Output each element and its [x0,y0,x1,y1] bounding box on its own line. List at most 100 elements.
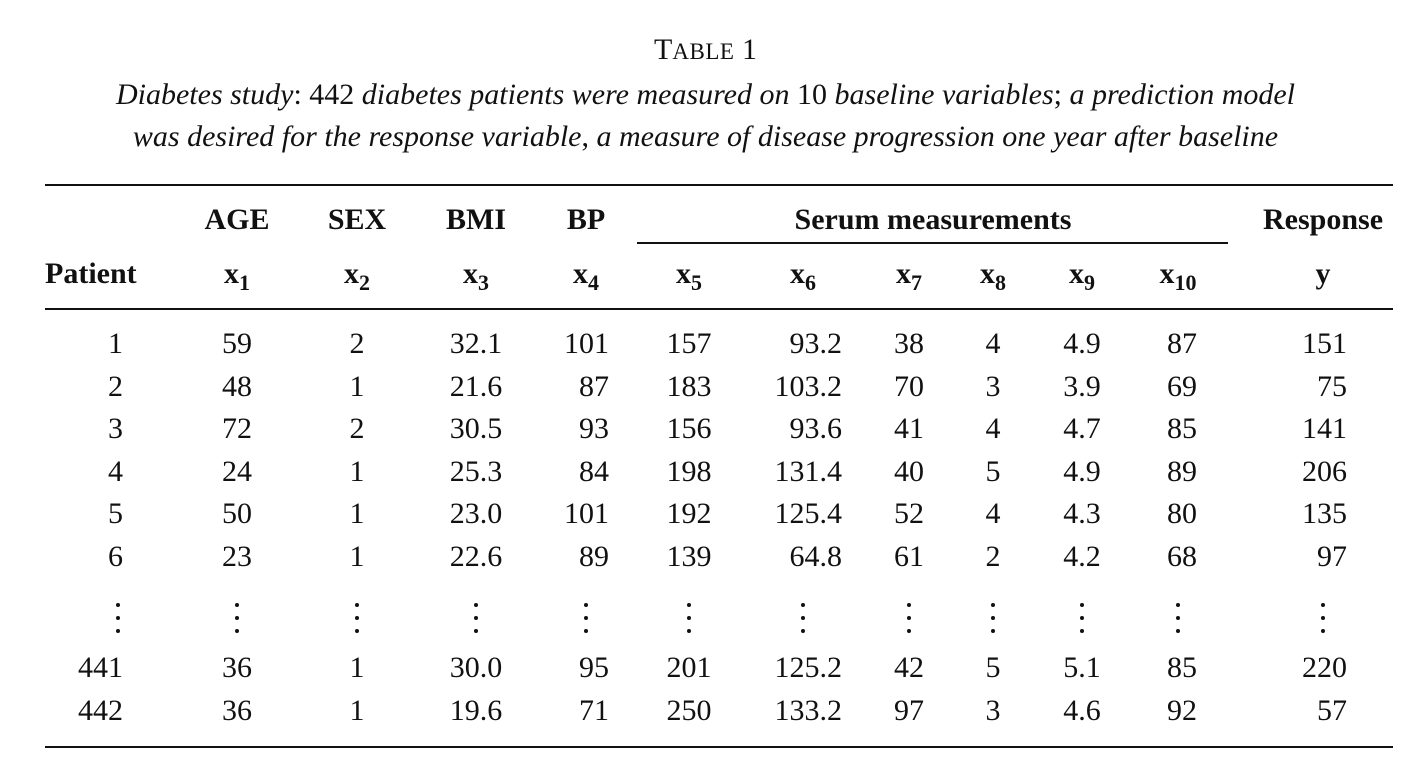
table-cell: 64.8 [790,539,843,575]
table-cell: 75 [1317,369,1347,405]
table-cell: 441 [78,650,123,686]
table-cell: 87 [1167,326,1197,362]
table-cell: 101 [564,496,609,532]
table-cell: 141 [1302,411,1347,447]
table-cell: 30.0 [450,650,503,686]
caption-mid-1: diabetes patients were measured on [362,78,790,111]
serum-rule [637,242,1228,244]
table-cell: 42 [894,650,924,686]
table-cell: 125.2 [775,650,843,686]
symbol-x3: x3 [463,256,489,292]
table-cell: 95 [579,650,609,686]
symbol-x7: x7 [896,256,922,292]
table-cell: 97 [894,693,924,729]
top-rule [45,184,1393,186]
table-cell: 2 [986,539,1001,575]
table-cell: 125.4 [775,496,843,532]
table-cell: 103.2 [775,369,843,405]
table-cell: 23.0 [450,496,503,532]
table-cell: 131.4 [775,454,843,490]
symbol-x9: x9 [1069,256,1095,292]
table-cell: 1 [350,496,365,532]
symbol-y: y [1316,256,1331,292]
vertical-ellipsis [232,603,242,642]
table-cell: 22.6 [450,539,503,575]
table-cell: 36 [222,650,252,686]
bottom-rule [45,746,1393,748]
table-cell: 89 [579,539,609,575]
table-cell: 50 [222,496,252,532]
caption-sep-1: : 442 [293,78,361,111]
table-caption: Diabetes study: 442 diabetes patients we… [0,74,1411,158]
table-cell: 71 [579,693,609,729]
table-cell: 220 [1302,650,1347,686]
table-cell: 93 [579,411,609,447]
caption-sep-2: ; [1054,78,1070,111]
vertical-ellipsis [581,603,591,642]
vertical-ellipsis [1173,603,1183,642]
caption-mid-2: baseline variables [835,78,1054,111]
symbol-x1: x1 [224,256,250,292]
vertical-ellipsis [798,603,808,642]
table-cell: 3.9 [1063,369,1101,405]
caption-num: 10 [790,78,835,111]
table-cell: 3 [986,693,1001,729]
table-cell: 3 [108,411,123,447]
table-cell: 32.1 [450,326,503,362]
table-cell: 139 [667,539,712,575]
title-initial: T [654,33,672,66]
table-cell: 24 [222,454,252,490]
vertical-ellipsis [352,603,362,642]
table-cell: 4.6 [1063,693,1101,729]
table-cell: 23 [222,539,252,575]
symbol-x8: x8 [980,256,1006,292]
symbol-x6: x6 [790,256,816,292]
table-cell: 19.6 [450,693,503,729]
table-cell: 69 [1167,369,1197,405]
table-title: TABLE 1 [0,30,1411,72]
table-cell: 1 [350,454,365,490]
table-cell: 198 [667,454,712,490]
title-rest: ABLE [672,39,734,64]
table-cell: 6 [108,539,123,575]
table-cell: 4 [986,411,1001,447]
header-bmi: BMI [446,202,506,238]
table-cell: 89 [1167,454,1197,490]
table-cell: 30.5 [450,411,503,447]
table-cell: 2 [350,326,365,362]
table-cell: 25.3 [450,454,503,490]
table-cell: 250 [667,693,712,729]
table-cell: 5 [986,454,1001,490]
table-cell: 61 [894,539,924,575]
table-cell: 2 [350,411,365,447]
table-cell: 4.3 [1063,496,1101,532]
header-age: AGE [204,202,269,238]
table-cell: 38 [894,326,924,362]
table-cell: 4.7 [1063,411,1101,447]
table-cell: 101 [564,326,609,362]
table-cell: 133.2 [775,693,843,729]
symbol-x2: x2 [344,256,370,292]
table-cell: 442 [78,693,123,729]
table-cell: 68 [1167,539,1197,575]
table-cell: 1 [350,693,365,729]
caption-line2-b: a measure of disease progression one yea… [597,120,1279,153]
table-cell: 156 [667,411,712,447]
table-cell: 4.9 [1063,454,1101,490]
table-cell: 85 [1167,411,1197,447]
table-cell: 4 [986,496,1001,532]
table-cell: 41 [894,411,924,447]
table-cell: 5 [986,650,1001,686]
table-cell: 1 [350,650,365,686]
table-cell: 4.9 [1063,326,1101,362]
vertical-ellipsis [1318,603,1328,642]
table-cell: 206 [1302,454,1347,490]
table-cell: 4 [986,326,1001,362]
header-sex: SEX [328,202,386,238]
table-cell: 1 [350,539,365,575]
symbol-x4: x4 [573,256,599,292]
header-bp: BP [567,202,605,238]
table-cell: 21.6 [450,369,503,405]
table-cell: 157 [667,326,712,362]
table-cell: 87 [579,369,609,405]
